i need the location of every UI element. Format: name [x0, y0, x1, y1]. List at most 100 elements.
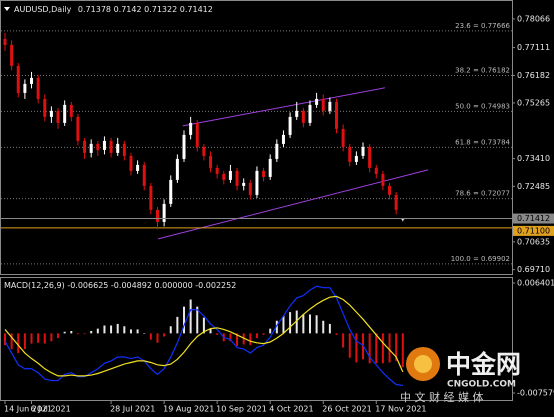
candle-body [49, 110, 53, 117]
histogram-bar [302, 314, 305, 334]
histogram-bar [202, 317, 205, 334]
price-pane [0, 0, 513, 275]
candle-body [169, 179, 173, 204]
candle-body [76, 116, 80, 141]
candle-body [275, 143, 279, 159]
histogram-bar [375, 333, 378, 364]
x-tick-label: 6 Jul 2021 [31, 405, 71, 414]
candle-body [155, 209, 159, 222]
candle-body [149, 185, 153, 210]
histogram-bar [381, 333, 384, 364]
candle-body [228, 170, 232, 180]
watermark: 中金网 CNGOLD.COM 中 文 财 经 媒 体 [400, 347, 521, 404]
histogram-bar [236, 333, 239, 346]
candle-body [83, 140, 87, 153]
candle-body [341, 128, 345, 147]
fib-label: 61.8 = 0.73784 [455, 138, 510, 146]
histogram-bar [289, 312, 292, 334]
candle-body [281, 134, 285, 144]
readout: -0.006625 [67, 281, 108, 290]
candle-body [374, 167, 378, 174]
x-tick-label: 10 Sep 2021 [216, 405, 267, 414]
histogram-bar [342, 333, 345, 348]
candle-body [368, 146, 372, 168]
candle-body [288, 116, 292, 135]
candle-body [116, 143, 120, 153]
histogram-bar [176, 316, 179, 334]
histogram-bar [63, 331, 66, 334]
logo-inner [414, 355, 432, 373]
histogram-bar [275, 320, 278, 334]
symbol: AUDUSD,Daily [14, 5, 72, 14]
candle-body [16, 65, 20, 93]
histogram-bar [123, 326, 126, 334]
histogram-bar [295, 310, 298, 334]
logo-slogan: 中 文 财 经 媒 体 [400, 390, 483, 404]
candle-body [295, 110, 299, 117]
candle-body [109, 140, 113, 153]
histogram-bar [96, 328, 99, 334]
histogram-bar [110, 325, 113, 334]
histogram-bar [196, 306, 199, 334]
candle-body [36, 77, 40, 99]
histogram-bar [328, 323, 331, 334]
x-tick-label: 19 Aug 2021 [163, 405, 214, 414]
candle-body [142, 164, 146, 186]
macd-line [4, 285, 403, 387]
histogram-bar [156, 333, 159, 343]
candle-body [175, 158, 179, 180]
fib-label: 100.0 = 0.69902 [451, 255, 510, 263]
histogram-bar [308, 314, 311, 334]
candle-body [23, 83, 27, 93]
candle-body [189, 122, 193, 135]
chart-header: AUDUSD,Daily 0.71378 0.7142 0.71322 0.71… [14, 5, 213, 14]
histogram-bar [169, 326, 172, 334]
histogram-bar [216, 333, 219, 335]
x-tick-label: 26 Oct 2021 [322, 405, 371, 414]
candle-body [262, 170, 266, 177]
histogram-bar [37, 333, 40, 343]
high: 0.7142 [114, 5, 142, 14]
candle-body [69, 104, 73, 117]
histogram-bar [10, 333, 13, 350]
histogram-bar [262, 333, 265, 335]
histogram-bar [315, 315, 318, 334]
histogram-bar [355, 333, 358, 363]
histogram-bar [50, 333, 53, 342]
logo-text: 中金网 [446, 350, 521, 379]
candle-body [315, 98, 319, 105]
candle-body [388, 185, 392, 195]
histogram-bar [249, 333, 252, 346]
price-box-label: 0.71412 [517, 214, 550, 223]
histogram-bar [183, 306, 186, 334]
candle-body [89, 143, 93, 153]
candle-body [235, 170, 239, 186]
candle-body [3, 38, 7, 45]
histogram-bar [282, 316, 285, 334]
y-tick-label: 0.73410 [517, 154, 550, 163]
y-tick-label: 0.006401 [517, 278, 554, 287]
candle-body [182, 134, 186, 159]
y-tick-label: -0.007579 [517, 389, 554, 398]
channel-line [182, 87, 385, 127]
support-box [513, 225, 554, 236]
candle-body [195, 122, 199, 147]
candle-body [43, 98, 47, 117]
open: 0.71378 [78, 5, 111, 14]
candle-body [162, 203, 166, 222]
fib-label: 38.2 = 0.76182 [455, 66, 510, 74]
histogram-bar [335, 333, 338, 335]
histogram-bar [143, 333, 146, 334]
menu-arrow [4, 7, 10, 11]
x-tick-label: 14 Jun 2021 [4, 405, 52, 414]
candle-body [308, 104, 312, 123]
histogram-bar [129, 329, 132, 334]
candle-body [348, 146, 352, 162]
histogram-bar [57, 333, 60, 339]
low: 0.71322 [144, 5, 177, 14]
y-tick-label: 0.75265 [517, 98, 550, 107]
candle-body [301, 110, 305, 123]
candle-body [321, 98, 325, 111]
macd-pane [0, 277, 513, 401]
